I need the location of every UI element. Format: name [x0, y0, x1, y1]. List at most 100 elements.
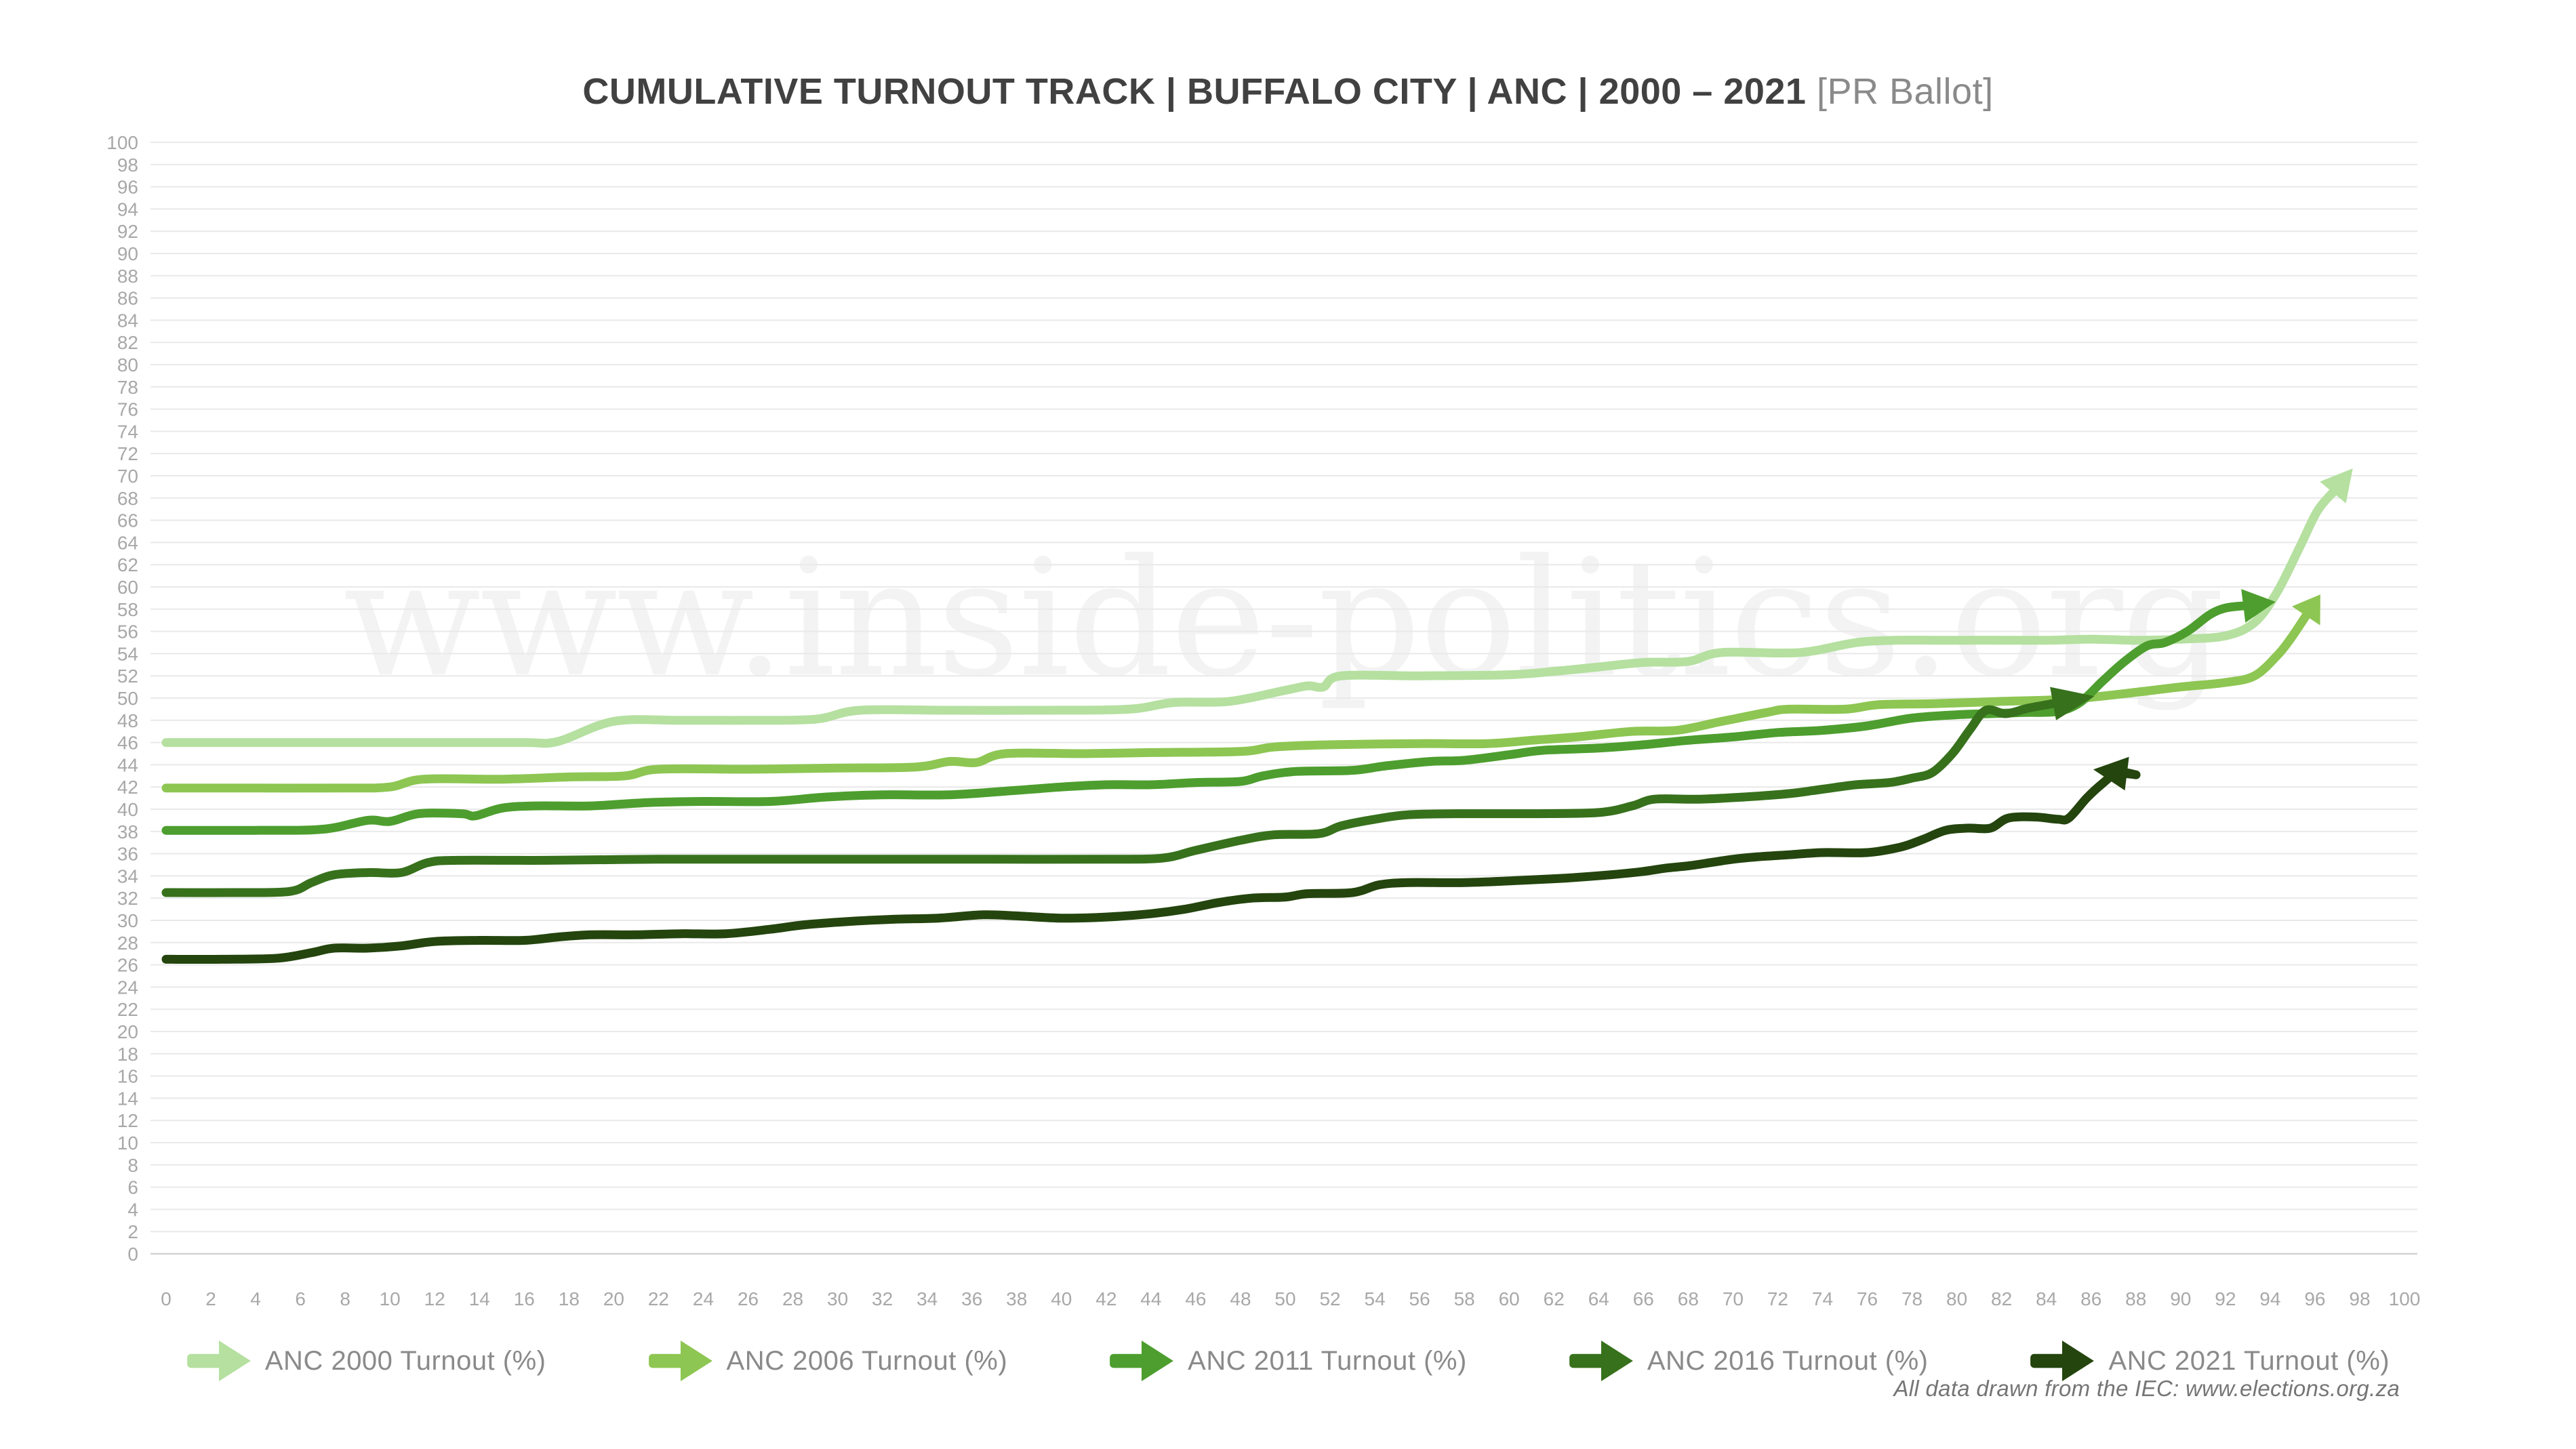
svg-text:62: 62 [117, 554, 138, 575]
svg-text:22: 22 [117, 999, 138, 1020]
svg-text:6: 6 [295, 1288, 306, 1309]
svg-text:46: 46 [1185, 1288, 1206, 1309]
svg-text:30: 30 [117, 910, 138, 931]
svg-text:20: 20 [603, 1288, 624, 1309]
svg-text:18: 18 [559, 1288, 580, 1309]
svg-text:94: 94 [117, 199, 138, 220]
svg-text:6: 6 [127, 1177, 138, 1198]
svg-text:92: 92 [2215, 1288, 2236, 1309]
svg-text:50: 50 [117, 688, 138, 709]
svg-text:34: 34 [917, 1288, 938, 1309]
svg-text:88: 88 [117, 266, 138, 287]
svg-text:28: 28 [117, 933, 138, 954]
svg-text:24: 24 [693, 1288, 714, 1309]
svg-text:58: 58 [1454, 1288, 1475, 1309]
svg-text:56: 56 [1409, 1288, 1430, 1309]
svg-text:20: 20 [117, 1021, 138, 1042]
svg-text:72: 72 [1767, 1288, 1788, 1309]
svg-text:44: 44 [117, 754, 138, 775]
svg-text:50: 50 [1274, 1288, 1295, 1309]
svg-text:38: 38 [117, 821, 138, 842]
series-end-arrow-icon [2093, 756, 2129, 791]
chart-title: CUMULATIVE TURNOUT TRACK | BUFFALO CITY … [0, 70, 2576, 113]
svg-text:100: 100 [2389, 1288, 2421, 1309]
svg-text:52: 52 [1319, 1288, 1340, 1309]
svg-text:78: 78 [117, 377, 138, 398]
svg-text:52: 52 [117, 666, 138, 687]
svg-text:60: 60 [1499, 1288, 1520, 1309]
svg-text:16: 16 [117, 1066, 138, 1087]
svg-text:96: 96 [2304, 1288, 2325, 1309]
svg-text:82: 82 [117, 332, 138, 353]
series-anc-2021-turnout [161, 756, 2141, 964]
svg-text:68: 68 [1678, 1288, 1699, 1309]
svg-text:54: 54 [117, 643, 138, 664]
svg-text:36: 36 [117, 844, 138, 865]
data-source-note: All data drawn from the IEC: www.electio… [1893, 1376, 2400, 1401]
svg-text:82: 82 [1991, 1288, 2012, 1309]
svg-text:66: 66 [1633, 1288, 1654, 1309]
svg-text:56: 56 [117, 621, 138, 642]
svg-text:4: 4 [250, 1288, 261, 1309]
svg-text:88: 88 [2125, 1288, 2146, 1309]
svg-text:74: 74 [117, 421, 138, 442]
legend-item-anc-2011: ANC 2011 Turnout (%) [1109, 1341, 1467, 1381]
svg-text:32: 32 [872, 1288, 893, 1309]
legend-label: ANC 2021 Turnout (%) [2108, 1345, 2390, 1376]
chart-legend: ANC 2000 Turnout (%) ANC 2006 Turnout (%… [0, 1341, 2576, 1381]
svg-text:26: 26 [117, 955, 138, 976]
svg-text:8: 8 [127, 1155, 138, 1176]
svg-text:36: 36 [961, 1288, 982, 1309]
svg-text:94: 94 [2259, 1288, 2280, 1309]
svg-text:68: 68 [117, 488, 138, 509]
series-anc-2016-turnout [161, 687, 2095, 897]
arrow-icon [2030, 1341, 2095, 1381]
svg-text:64: 64 [1588, 1288, 1609, 1309]
svg-text:30: 30 [827, 1288, 848, 1309]
svg-text:12: 12 [424, 1288, 445, 1309]
svg-text:90: 90 [2170, 1288, 2191, 1309]
arrow-icon [648, 1341, 712, 1381]
svg-text:48: 48 [1230, 1288, 1251, 1309]
svg-text:48: 48 [117, 710, 138, 731]
svg-text:80: 80 [1946, 1288, 1967, 1309]
svg-text:44: 44 [1140, 1288, 1161, 1309]
series-anc-2000-turnout [161, 468, 2353, 748]
svg-text:8: 8 [340, 1288, 350, 1309]
series-end-arrow-icon [2292, 594, 2320, 626]
svg-text:98: 98 [117, 155, 138, 176]
legend-item-anc-2016: ANC 2016 Turnout (%) [1569, 1341, 1929, 1381]
series-anc-2011-turnout [161, 589, 2276, 835]
svg-text:98: 98 [2349, 1288, 2370, 1309]
legend-label: ANC 2006 Turnout (%) [726, 1345, 1008, 1376]
svg-text:46: 46 [117, 733, 138, 754]
svg-text:80: 80 [117, 354, 138, 375]
chart-title-main: CUMULATIVE TURNOUT TRACK | BUFFALO CITY … [582, 71, 1807, 112]
legend-item-anc-2006: ANC 2006 Turnout (%) [648, 1341, 1008, 1381]
svg-text:14: 14 [469, 1288, 490, 1309]
gridlines [150, 142, 2417, 1255]
svg-text:0: 0 [127, 1244, 138, 1265]
svg-text:2: 2 [127, 1221, 138, 1242]
svg-text:70: 70 [1723, 1288, 1744, 1309]
svg-text:70: 70 [117, 466, 138, 487]
chart-title-suffix: [PR Ballot] [1806, 71, 1994, 112]
svg-text:42: 42 [117, 777, 138, 798]
svg-text:14: 14 [117, 1088, 138, 1109]
svg-text:42: 42 [1095, 1288, 1116, 1309]
svg-text:34: 34 [117, 865, 138, 886]
series-end-arrow-icon [2320, 468, 2353, 504]
svg-text:10: 10 [117, 1132, 138, 1154]
x-axis-tick-labels: 0 2 4 6 8 10 12 14 16 18 20 22 24 26 28 30 32 34 36 38 40 42 4… [161, 1288, 2420, 1309]
svg-text:84: 84 [117, 310, 138, 331]
arrow-icon [187, 1341, 251, 1381]
svg-text:32: 32 [117, 888, 138, 909]
svg-text:78: 78 [1901, 1288, 1923, 1309]
svg-text:16: 16 [514, 1288, 535, 1309]
series-end-arrow-icon [2241, 589, 2276, 623]
legend-label: ANC 2016 Turnout (%) [1647, 1345, 1929, 1376]
svg-text:28: 28 [782, 1288, 803, 1309]
svg-text:38: 38 [1006, 1288, 1027, 1309]
svg-text:74: 74 [1812, 1288, 1833, 1309]
